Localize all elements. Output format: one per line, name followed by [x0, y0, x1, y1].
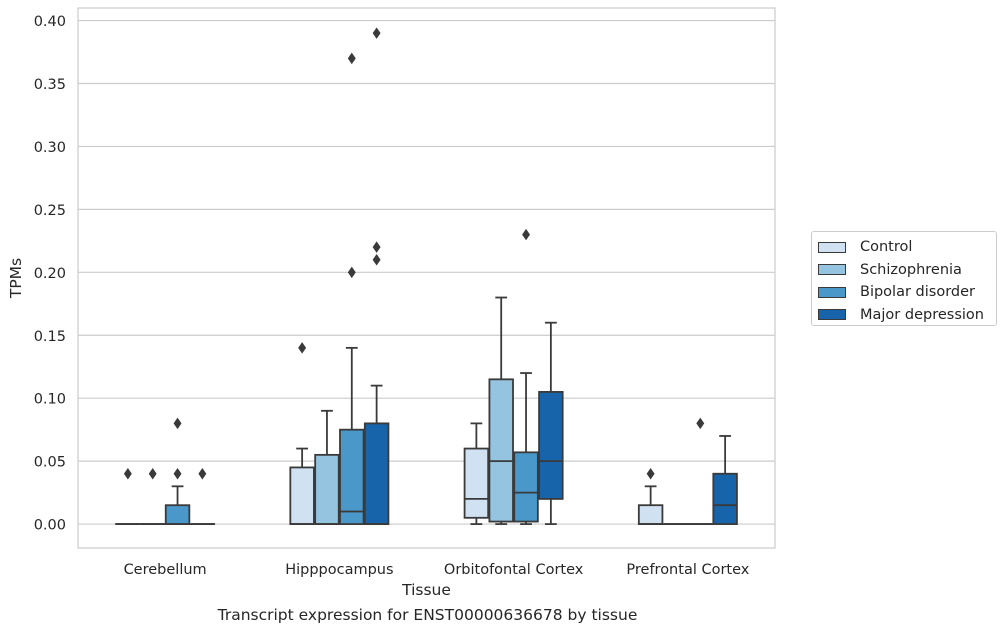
y-axis-ticks: 0.00 0.05 0.10 0.15 0.20 0.25 0.30 0.35 0.40 [34, 14, 66, 533]
box-iqr [513, 451, 539, 523]
legend-item-bipolar-disorder: Bipolar disorder [818, 281, 996, 304]
box-bipolar-disorder-cerebellum [164, 417, 191, 525]
box-iqr [339, 428, 365, 525]
outlier-point [372, 241, 381, 253]
x-tick-label-prefrontal-cortex: Prefrontal Cortex [626, 562, 749, 578]
box-iqr [314, 453, 340, 525]
legend-label-major-depression: Major depression [860, 306, 984, 323]
outlier-point [646, 468, 655, 480]
box-schizophrenia-orbitofontal-cortex [488, 296, 514, 525]
legend-item-control: Control [818, 236, 996, 259]
box-schizophrenia-cerebellum [140, 468, 166, 525]
legend-swatch-major-depression [818, 309, 846, 321]
outlier-point [173, 417, 182, 430]
box-major-depression-orbitofontal-cortex [538, 321, 564, 525]
legend-swatch-bipolar-disorder [818, 286, 846, 298]
box-iqr [637, 504, 664, 525]
outlier-point [173, 468, 182, 480]
box-control-cerebellum [115, 468, 141, 525]
outlier-point [372, 254, 381, 266]
box-major-depression-prefrontal-cortex [712, 435, 738, 525]
x-tick-label-orbitofontal-cortex: Orbitofontal Cortex [444, 562, 584, 578]
box-control-prefrontal-cortex [637, 468, 664, 525]
legend-swatch-schizophrenia [818, 264, 846, 276]
legend-label-bipolar-disorder: Bipolar disorder [860, 284, 975, 301]
chart-caption: Transcript expression for ENST0000063667… [217, 606, 638, 624]
y-tick-label: 0.20 [34, 266, 66, 282]
x-tick-label-cerebellum: Cerebellum [124, 562, 207, 578]
plot-area-frame [77, 7, 776, 549]
outlier-point [372, 27, 381, 39]
outlier-point [298, 342, 307, 354]
box-iqr [363, 422, 390, 525]
box-iqr [488, 378, 514, 523]
y-tick-label: 0.15 [34, 329, 66, 345]
x-axis-ticks: Cerebellum Hipppocampus Orbitofontal Corte… [124, 562, 750, 578]
box-control-orbitofontal-cortex [463, 422, 490, 525]
outlier-point [198, 468, 207, 480]
y-tick-label: 0.05 [34, 455, 66, 471]
y-tick-label: 0.10 [34, 392, 66, 408]
y-tick-label: 0.25 [34, 203, 66, 219]
outlier-point [696, 417, 705, 430]
box-iqr [289, 466, 315, 525]
box-iqr [463, 447, 490, 519]
y-axis-label: TPMs [7, 258, 25, 299]
gridlines [78, 19, 775, 525]
outlier-point [148, 468, 157, 480]
x-axis-label: Tissue [401, 581, 451, 599]
legend-label-schizophrenia: Schizophrenia [860, 261, 962, 278]
box-iqr [538, 391, 564, 500]
y-tick-label: 0.30 [34, 140, 66, 156]
legend-item-schizophrenia: Schizophrenia [818, 259, 996, 282]
outlier-point [522, 228, 531, 241]
outlier-point [347, 52, 356, 65]
box-iqr [712, 472, 738, 525]
x-tick-label-hipppocampus: Hipppocampus [285, 562, 393, 578]
y-tick-label: 0.35 [34, 77, 66, 93]
legend: Control Schizophrenia Bipolar disorder M… [811, 231, 997, 326]
y-tick-label: 0.40 [34, 14, 66, 30]
box-bipolar-disorder-hipppocampus [339, 52, 365, 525]
y-tick-label: 0.00 [34, 518, 66, 534]
box-bipolar-disorder-prefrontal-cortex [687, 417, 713, 525]
box-major-depression-cerebellum [189, 468, 216, 525]
box-control-hipppocampus [289, 342, 315, 525]
box-groups [115, 27, 738, 525]
legend-label-control: Control [860, 239, 913, 256]
box-major-depression-hipppocampus [363, 27, 390, 525]
box-schizophrenia-hipppocampus [314, 409, 340, 525]
outlier-point [347, 266, 356, 279]
box-iqr [164, 504, 191, 525]
box-bipolar-disorder-orbitofontal-cortex [513, 228, 539, 525]
legend-swatch-control [818, 241, 846, 253]
outlier-point [123, 468, 132, 480]
legend-item-major-depression: Major depression [818, 304, 996, 327]
